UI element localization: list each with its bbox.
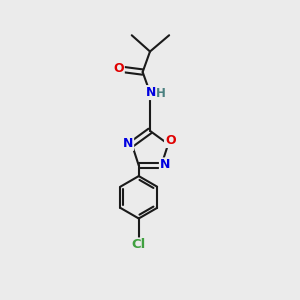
Text: N: N — [123, 137, 133, 150]
Text: O: O — [165, 134, 175, 147]
Text: O: O — [113, 62, 124, 75]
Text: N: N — [146, 86, 156, 99]
Text: N: N — [160, 158, 170, 171]
Text: Cl: Cl — [132, 238, 146, 251]
Text: H: H — [156, 87, 166, 100]
